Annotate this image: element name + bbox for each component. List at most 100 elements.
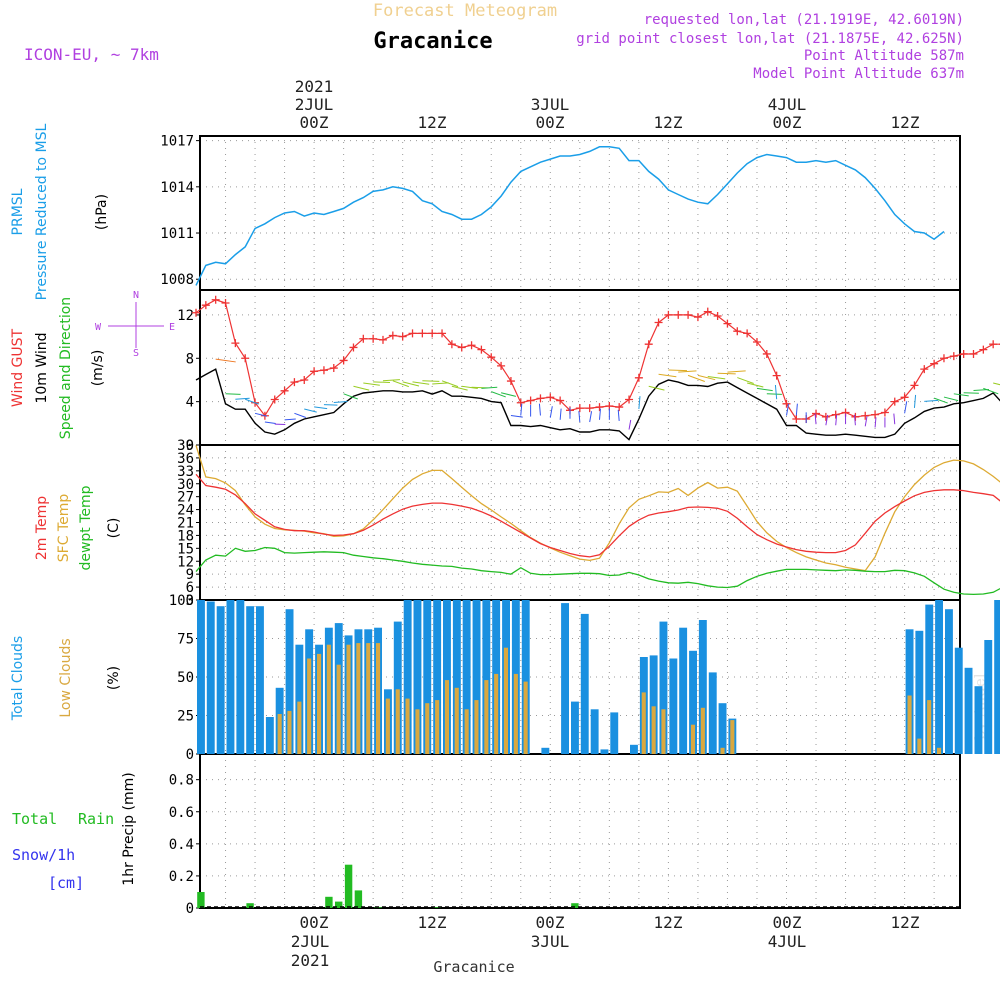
wind-direction-arrow	[333, 401, 348, 403]
total-cloud-bar	[482, 600, 491, 754]
wind-gust-marker	[506, 377, 515, 386]
low-cloud-bar	[287, 710, 292, 754]
wind-direction-arrow	[835, 414, 838, 426]
top-hour-label: 12Z	[654, 113, 683, 132]
wind-direction-arrow	[678, 370, 697, 373]
wind-direction-arrow	[825, 414, 829, 426]
low-cloud-bar	[927, 700, 932, 754]
wind-direction-arrow	[756, 387, 773, 392]
total-cloud-bar	[984, 640, 993, 754]
y-tick-label: 75	[177, 632, 194, 648]
total-cloud-bar	[708, 672, 717, 754]
wind-gust-marker	[772, 371, 781, 380]
total-cloud-bar	[285, 609, 294, 754]
wind-gust-marker	[615, 403, 624, 412]
wind-direction-arrow	[628, 419, 632, 430]
total-cloud-bar	[226, 600, 235, 754]
wind-gust-label: Wind GUST	[10, 328, 26, 407]
wind-gust-marker	[300, 375, 309, 384]
wind-direction-arrow	[264, 421, 276, 425]
wind-gust-marker	[634, 373, 643, 382]
low-cloud-bar	[474, 700, 479, 754]
wind-gust-marker	[447, 340, 456, 349]
wind-gust-marker	[792, 414, 801, 423]
wind-direction-arrow	[963, 392, 979, 394]
precipitation-panel: 0 0.2 0.4 0.6 0.8	[169, 753, 961, 917]
precip-rain-label: Rain	[78, 810, 114, 828]
low-cloud-bar	[454, 687, 459, 754]
wind-gust-marker	[743, 329, 752, 338]
compass-south: S	[133, 348, 139, 359]
y-tick-label: 0.8	[169, 773, 194, 789]
top-date-label-2jul: 2JUL	[295, 95, 334, 114]
low-cloud-bar	[415, 709, 420, 754]
y-tick-label: 33	[177, 464, 194, 480]
wind-gust-marker	[201, 301, 210, 310]
low-cloud-bar	[720, 747, 725, 754]
wind-direction-arrow	[599, 408, 601, 420]
wind-gust-marker	[979, 345, 988, 354]
total-cloud-bar	[423, 600, 432, 754]
total-cloud-bar	[246, 606, 255, 754]
wind-direction-arrow	[353, 385, 370, 391]
wind-direction-arrow	[225, 393, 241, 395]
rain-bar	[197, 892, 205, 908]
total-cloud-bar	[443, 600, 451, 754]
wind-gust-marker	[851, 412, 860, 421]
total-cloud-bar	[452, 600, 461, 754]
top-hour-label: 00Z	[300, 113, 329, 132]
footer-location: Gracanice	[433, 958, 514, 976]
low-cloud-bar	[346, 644, 351, 754]
wind-gust-marker	[782, 399, 791, 408]
wind-direction-arrow	[549, 406, 553, 418]
pressure-label-long: Pressure Reduced to MSL	[34, 123, 50, 300]
total-cloud-bar	[413, 600, 422, 754]
wind-direction-arrow	[658, 373, 677, 378]
bottom-hour-label: 12Z	[418, 913, 447, 932]
gridpoint-coords: grid point closest lon,lat (21.1875E, 42…	[576, 31, 964, 47]
top-hour-label: 00Z	[536, 113, 565, 132]
wind-gust-marker	[270, 395, 279, 404]
wind-direction-arrow	[924, 399, 939, 402]
bottom-hour-label: 12Z	[891, 913, 920, 932]
wind-gust-marker	[664, 310, 673, 319]
compass-rose: N S W E	[95, 290, 175, 359]
wind-gust-marker	[723, 319, 732, 328]
wind-direction-arrow	[904, 401, 908, 414]
bottom-date-label-2jul: 2JUL	[291, 932, 330, 951]
wind-gust-marker	[497, 361, 506, 370]
wind-direction-arrow	[993, 382, 1000, 386]
wind-gust-marker	[861, 411, 870, 420]
total-cloud-bar	[649, 655, 658, 754]
low-cloud-bar	[907, 695, 912, 754]
wind-direction-arrow	[373, 381, 390, 383]
total-cloud-bar	[580, 613, 589, 754]
wind-direction-arrow	[913, 394, 917, 408]
total-cloud-bar	[541, 747, 550, 754]
wind-direction-arrow	[294, 412, 307, 418]
total-cloud-bar	[393, 621, 402, 754]
bottom-date-label-4jul: 4JUL	[768, 932, 807, 951]
wind-speed-label: 10m Wind	[34, 332, 50, 403]
low-cloud-bar	[523, 681, 528, 754]
wind-direction-arrow	[402, 381, 420, 387]
wind-gust-marker	[575, 404, 584, 413]
low-cloud-bar	[307, 658, 312, 754]
total-clouds-label: Total Clouds	[10, 636, 26, 721]
bottom-hour-label: 00Z	[300, 913, 329, 932]
pressure-line	[195, 146, 945, 286]
compass-east: E	[169, 322, 175, 333]
y-tick-label: 0.2	[169, 869, 194, 885]
wind-gust-marker	[920, 365, 929, 374]
compass-west: W	[95, 322, 102, 333]
wind-gust-marker	[713, 312, 722, 321]
bottom-date-label-3jul: 3JUL	[531, 932, 570, 951]
low-cloud-bar	[385, 698, 390, 754]
total-cloud-bar	[945, 609, 953, 754]
low-cloud-bar	[730, 720, 735, 754]
total-cloud-bar	[472, 600, 481, 754]
total-cloud-bar	[679, 627, 688, 754]
rain-bar	[335, 901, 343, 908]
wind-direction-arrow	[422, 380, 440, 382]
